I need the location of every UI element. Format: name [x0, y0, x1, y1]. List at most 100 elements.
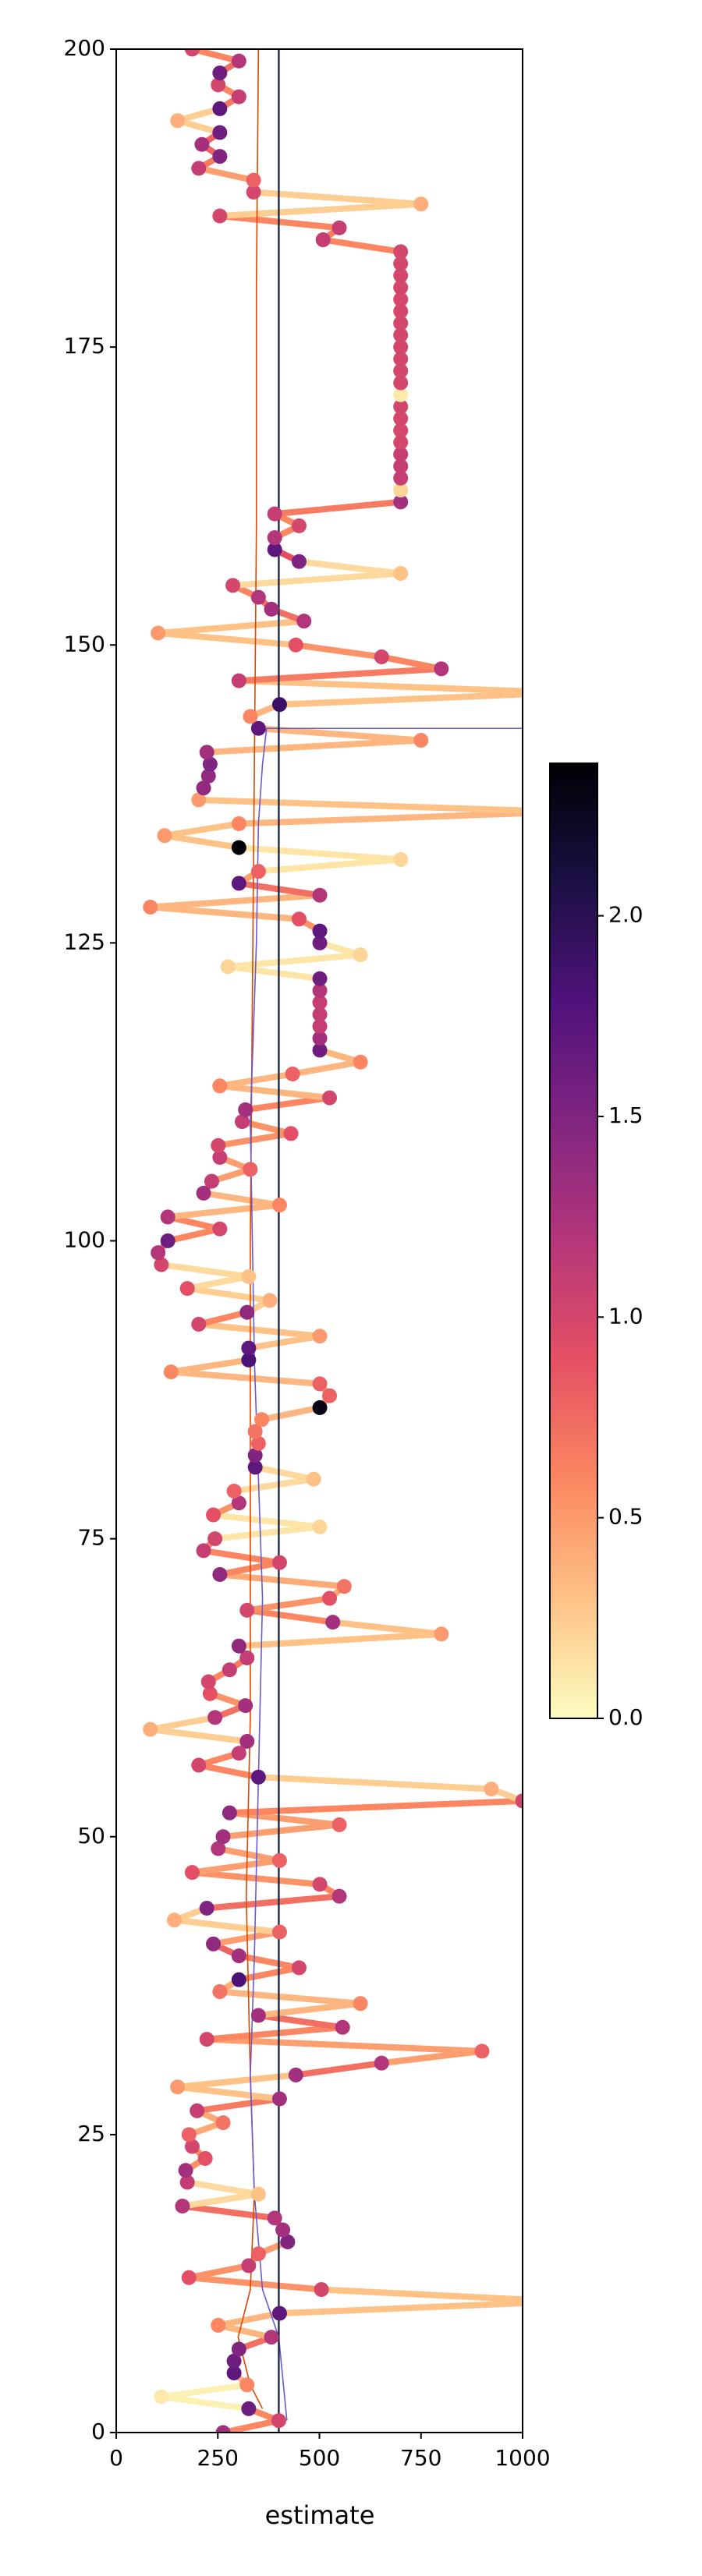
path-segment	[161, 820, 243, 839]
point	[312, 935, 328, 950]
point	[181, 2127, 197, 2143]
point	[154, 1257, 169, 1272]
y-tick-label: 200	[64, 35, 105, 61]
path-segment	[276, 2300, 523, 2317]
point	[271, 1852, 287, 1868]
x-tick-label: 1000	[495, 2445, 550, 2471]
point	[143, 900, 158, 915]
point	[332, 1817, 347, 1832]
point	[332, 1888, 347, 1904]
point	[211, 1138, 226, 1153]
point	[151, 1245, 166, 1261]
path-segment	[250, 189, 424, 207]
x-tick-label: 0	[109, 2445, 123, 2471]
point	[250, 864, 266, 879]
point	[314, 2282, 329, 2298]
point	[226, 1483, 242, 1499]
point	[238, 1102, 254, 1117]
point	[212, 65, 228, 81]
point	[215, 2115, 231, 2131]
point	[190, 2103, 205, 2118]
point	[167, 1913, 183, 1928]
point	[231, 816, 246, 832]
point	[178, 2163, 193, 2178]
point	[374, 649, 389, 665]
point	[226, 2353, 242, 2369]
point	[250, 1435, 266, 1451]
path-segment	[216, 1082, 333, 1102]
x-tick-label: 750	[400, 2445, 441, 2471]
point	[239, 2377, 255, 2393]
point	[212, 1150, 228, 1166]
point	[353, 1054, 368, 1070]
point	[163, 1364, 179, 1380]
point	[271, 2091, 287, 2107]
point	[222, 1805, 237, 1821]
path-segment	[255, 2000, 364, 2019]
point	[250, 1769, 266, 1785]
point	[191, 792, 207, 808]
point	[181, 2270, 197, 2285]
point	[231, 53, 246, 69]
path-segment	[168, 1357, 252, 1375]
point	[199, 745, 214, 760]
point	[241, 1352, 257, 1368]
point	[322, 1388, 338, 1403]
path-segment	[255, 1774, 495, 1792]
point	[353, 947, 368, 963]
point	[393, 399, 409, 415]
point	[191, 161, 207, 176]
point	[393, 470, 409, 486]
colorbar-tick-label: 0.5	[608, 1504, 644, 1530]
point	[196, 1185, 211, 1201]
colorbar	[549, 763, 598, 1719]
point	[215, 1829, 231, 1845]
path-segment	[252, 1463, 317, 1483]
path-segment	[174, 2083, 283, 2103]
point	[199, 2032, 214, 2047]
path-segment	[216, 1571, 348, 1590]
point	[335, 2019, 350, 2035]
path-segment	[174, 2072, 300, 2090]
point	[393, 303, 409, 319]
point	[212, 208, 228, 224]
point	[160, 1233, 176, 1248]
point	[212, 1983, 228, 1999]
path-segment	[236, 678, 523, 695]
path-segment	[320, 236, 404, 255]
path-segment	[236, 810, 523, 827]
point	[312, 923, 328, 939]
path-segment	[204, 2024, 346, 2043]
point	[271, 1924, 287, 1940]
point	[413, 196, 429, 212]
point	[215, 2425, 231, 2433]
path-segment	[165, 1226, 223, 1244]
path-segment	[154, 617, 307, 636]
y-tick-label: 175	[64, 333, 105, 359]
point	[267, 542, 282, 557]
plot-area	[143, 49, 523, 2433]
path-segment	[147, 1714, 218, 1733]
point	[170, 113, 186, 129]
path-segment	[378, 653, 445, 672]
point	[291, 1960, 307, 1976]
path-segment	[195, 1321, 324, 1339]
point	[312, 1877, 328, 1892]
point	[197, 2150, 213, 2166]
point	[393, 458, 409, 474]
point	[241, 1340, 257, 1356]
path-segment	[226, 1797, 523, 1817]
point	[211, 2317, 226, 2333]
y-tick-label: 0	[91, 2419, 105, 2444]
point	[202, 1686, 218, 1701]
path-segment	[179, 2191, 262, 2210]
x-tick-label: 500	[299, 2445, 340, 2471]
point	[231, 89, 246, 104]
path-segment	[147, 904, 303, 922]
point	[515, 1793, 523, 1809]
y-tick-label: 150	[64, 631, 105, 656]
point	[296, 614, 312, 629]
y-tick-label: 100	[64, 1227, 105, 1253]
colorbar-tick-label: 1.0	[608, 1303, 644, 1329]
point	[226, 2365, 242, 2381]
